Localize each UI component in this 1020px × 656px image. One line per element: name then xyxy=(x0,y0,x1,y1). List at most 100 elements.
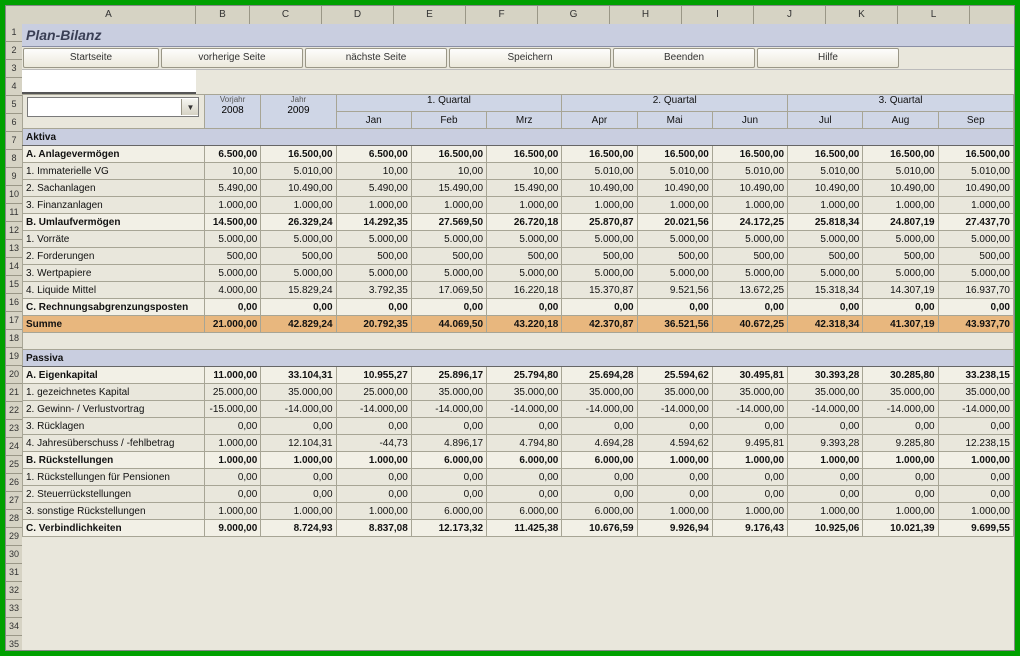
cell[interactable]: 0,00 xyxy=(863,299,938,316)
cell[interactable]: 0,00 xyxy=(204,299,260,316)
column-header[interactable]: F xyxy=(466,6,538,24)
cell[interactable]: 30.393,28 xyxy=(788,367,863,384)
cell[interactable]: 0,00 xyxy=(863,469,938,486)
cell[interactable]: 0,00 xyxy=(637,299,712,316)
cell[interactable]: 5.000,00 xyxy=(562,265,637,282)
cell[interactable]: 0,00 xyxy=(261,486,336,503)
cell[interactable]: 24.172,25 xyxy=(712,214,787,231)
row-header[interactable]: 22 xyxy=(6,402,22,420)
cell[interactable]: 10.676,59 xyxy=(562,520,637,537)
row-header[interactable]: 3 xyxy=(6,60,22,78)
cell[interactable]: Aktiva xyxy=(23,129,1014,146)
cell[interactable]: 16.500,00 xyxy=(788,146,863,163)
cell[interactable]: 4. Liquide Mittel xyxy=(23,282,205,299)
cell[interactable]: 10.925,06 xyxy=(788,520,863,537)
cell[interactable]: 1.000,00 xyxy=(863,503,938,520)
cell[interactable]: 3. Rücklagen xyxy=(23,418,205,435)
cell[interactable]: 15.318,34 xyxy=(788,282,863,299)
cell[interactable]: A. Eigenkapital xyxy=(23,367,205,384)
column-header[interactable]: D xyxy=(322,6,394,24)
cell[interactable]: 33.104,31 xyxy=(261,367,336,384)
cell[interactable]: 5.010,00 xyxy=(788,163,863,180)
cell[interactable]: 5.490,00 xyxy=(204,180,260,197)
cell[interactable]: 9.176,43 xyxy=(712,520,787,537)
row-header[interactable]: 8 xyxy=(6,150,22,168)
cell[interactable]: 0,00 xyxy=(487,299,562,316)
row-header[interactable]: 34 xyxy=(6,618,22,636)
cell[interactable]: 500,00 xyxy=(336,248,411,265)
cell[interactable]: 5.010,00 xyxy=(562,163,637,180)
cell[interactable]: 25.794,80 xyxy=(487,367,562,384)
cell[interactable]: 5.000,00 xyxy=(411,231,486,248)
cell[interactable]: 6.500,00 xyxy=(336,146,411,163)
cell[interactable]: 17.069,50 xyxy=(411,282,486,299)
cell[interactable]: 500,00 xyxy=(788,248,863,265)
cell[interactable]: -15.000,00 xyxy=(204,401,260,418)
cell[interactable]: 10.490,00 xyxy=(562,180,637,197)
row-header[interactable]: 20 xyxy=(6,366,22,384)
cell[interactable]: 9.699,55 xyxy=(938,520,1013,537)
cell[interactable]: 6.000,00 xyxy=(562,503,637,520)
cell[interactable]: 1.000,00 xyxy=(637,503,712,520)
start-button[interactable]: Startseite xyxy=(23,48,159,68)
row-header[interactable]: 1 xyxy=(6,24,22,42)
cell[interactable]: 6.000,00 xyxy=(562,452,637,469)
cell[interactable]: 0,00 xyxy=(712,469,787,486)
row-header[interactable]: 33 xyxy=(6,600,22,618)
cell[interactable]: 2. Gewinn- / Verlustvortrag xyxy=(23,401,205,418)
cell[interactable]: 9.521,56 xyxy=(637,282,712,299)
cell[interactable]: 5.000,00 xyxy=(562,231,637,248)
cell[interactable]: 5.000,00 xyxy=(863,231,938,248)
cell[interactable]: 1.000,00 xyxy=(487,197,562,214)
cell[interactable] xyxy=(23,333,1014,350)
cell[interactable]: 10.955,27 xyxy=(336,367,411,384)
cell[interactable]: 5.000,00 xyxy=(204,231,260,248)
cell[interactable]: 1. Immaterielle VG xyxy=(23,163,205,180)
cell[interactable]: 10.490,00 xyxy=(637,180,712,197)
column-header[interactable]: B xyxy=(196,6,250,24)
row-header[interactable]: 24 xyxy=(6,438,22,456)
cell[interactable]: 5.010,00 xyxy=(712,163,787,180)
cell[interactable]: 35.000,00 xyxy=(487,384,562,401)
cell[interactable]: 30.285,80 xyxy=(863,367,938,384)
cell[interactable]: 0,00 xyxy=(336,418,411,435)
row-header[interactable]: 16 xyxy=(6,294,22,312)
cell[interactable]: 0,00 xyxy=(204,418,260,435)
row-header[interactable]: 19 xyxy=(6,348,22,366)
cell[interactable]: 9.495,81 xyxy=(712,435,787,452)
row-header[interactable]: 35 xyxy=(6,636,22,650)
cell[interactable]: 5.000,00 xyxy=(938,231,1013,248)
cell[interactable]: 25.594,62 xyxy=(637,367,712,384)
cell[interactable]: -14.000,00 xyxy=(938,401,1013,418)
cell[interactable]: 5.000,00 xyxy=(336,265,411,282)
cell[interactable]: 11.000,00 xyxy=(204,367,260,384)
column-header[interactable]: A xyxy=(22,6,196,24)
cell[interactable]: 35.000,00 xyxy=(863,384,938,401)
row-header[interactable]: 23 xyxy=(6,420,22,438)
cell[interactable]: 10.490,00 xyxy=(712,180,787,197)
row-header[interactable]: 6 xyxy=(6,114,22,132)
row-header[interactable]: 31 xyxy=(6,564,22,582)
cell[interactable]: 1.000,00 xyxy=(938,503,1013,520)
cell[interactable]: 5.000,00 xyxy=(411,265,486,282)
cell[interactable]: 6.000,00 xyxy=(487,452,562,469)
cell[interactable]: 10,00 xyxy=(411,163,486,180)
cell[interactable]: 1.000,00 xyxy=(863,197,938,214)
cell[interactable]: 0,00 xyxy=(411,486,486,503)
cell[interactable]: 4.896,17 xyxy=(411,435,486,452)
row-header[interactable]: 15 xyxy=(6,276,22,294)
row-header[interactable]: 17 xyxy=(6,312,22,330)
cell[interactable]: 1.000,00 xyxy=(637,452,712,469)
cell[interactable]: 25.896,17 xyxy=(411,367,486,384)
cell[interactable]: 16.500,00 xyxy=(938,146,1013,163)
cell[interactable]: 5.000,00 xyxy=(788,231,863,248)
cell[interactable]: 30.495,81 xyxy=(712,367,787,384)
row-header[interactable]: 11 xyxy=(6,204,22,222)
cell[interactable]: -14.000,00 xyxy=(336,401,411,418)
cell[interactable]: 1.000,00 xyxy=(261,197,336,214)
row-header[interactable]: 25 xyxy=(6,456,22,474)
cell[interactable]: 0,00 xyxy=(487,418,562,435)
cell[interactable]: 0,00 xyxy=(938,469,1013,486)
cell[interactable]: 1.000,00 xyxy=(336,452,411,469)
cell[interactable]: 1.000,00 xyxy=(788,503,863,520)
